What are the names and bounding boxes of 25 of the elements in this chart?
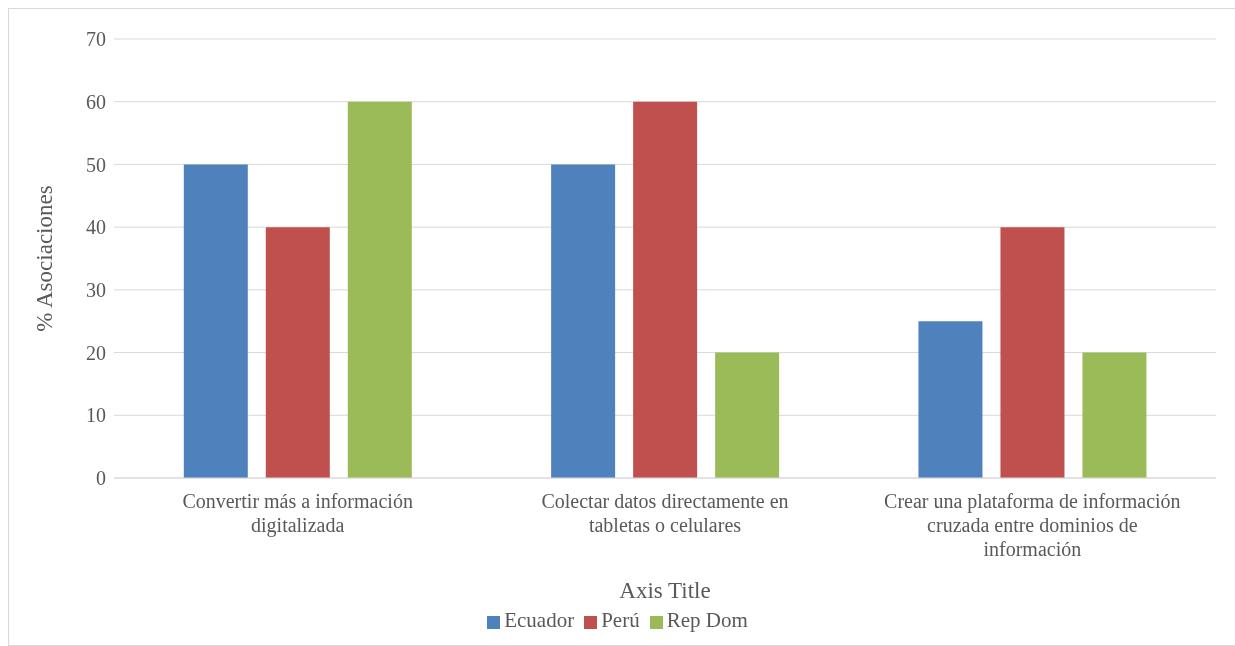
- legend-label: Ecuador: [504, 608, 575, 632]
- legend-label: Perú: [601, 608, 640, 632]
- y-tick-label: 10: [86, 404, 106, 427]
- x-axis-title: Axis Title: [619, 578, 711, 603]
- y-tick-label: 40: [86, 216, 106, 239]
- bar: [265, 227, 330, 478]
- y-tick-label: 0: [96, 467, 106, 490]
- y-tick-label: 70: [86, 28, 106, 51]
- bar: [551, 164, 616, 478]
- bar: [1082, 352, 1147, 478]
- y-tick-label: 60: [86, 90, 106, 113]
- x-tick-label: Convertir más a información digitalizada: [182, 490, 413, 537]
- bar: [1000, 227, 1065, 478]
- bar: [633, 101, 698, 478]
- x-tick-label: Colectar datos directamente en tabletas o celulares: [541, 490, 789, 536]
- bar: [183, 164, 248, 478]
- y-tick-label: 50: [86, 153, 106, 176]
- y-tick-label: 20: [86, 341, 106, 364]
- bar: [347, 101, 412, 478]
- bar: [918, 321, 983, 478]
- y-tick-label: 30: [86, 278, 106, 301]
- legend-label: Rep Dom: [666, 608, 748, 632]
- y-axis-title: % Asociaciones: [32, 185, 58, 332]
- x-tick-label: Crear una plataforma de información cruzada entre dominios de información: [884, 490, 1181, 560]
- bar: [715, 352, 780, 478]
